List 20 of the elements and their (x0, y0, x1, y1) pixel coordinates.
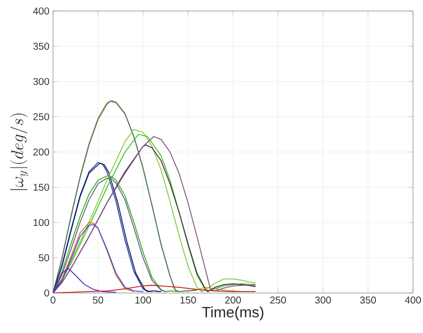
y-tick-label: 50 (38, 254, 50, 262)
x-tick-label: 100 (135, 296, 151, 304)
y-axis-title: $|\omega_y|(deg/s)$ (10, 114, 28, 190)
y-tick-label: 200 (33, 148, 50, 156)
y-tick-label: 300 (33, 78, 50, 86)
x-tick-label: 200 (225, 296, 241, 304)
x-tick-label: 400 (404, 296, 421, 304)
y-tick-label: 400 (33, 7, 50, 15)
y-tick-label: 250 (33, 113, 50, 120)
y-tick-label: 150 (34, 184, 50, 191)
x-axis-title: Time(ms) (202, 306, 264, 320)
x-tick-label: 300 (315, 296, 331, 304)
x-tick-label: 150 (180, 296, 196, 304)
x-tick-label: 0 (50, 296, 56, 304)
x-tick-label: 50 (92, 296, 104, 304)
y-tick-label: 350 (33, 42, 50, 50)
y-tick-label: 0 (44, 289, 50, 297)
x-tick-label: 250 (270, 296, 286, 304)
x-tick-label: 350 (360, 296, 376, 304)
y-tick-label: 100 (34, 218, 50, 226)
